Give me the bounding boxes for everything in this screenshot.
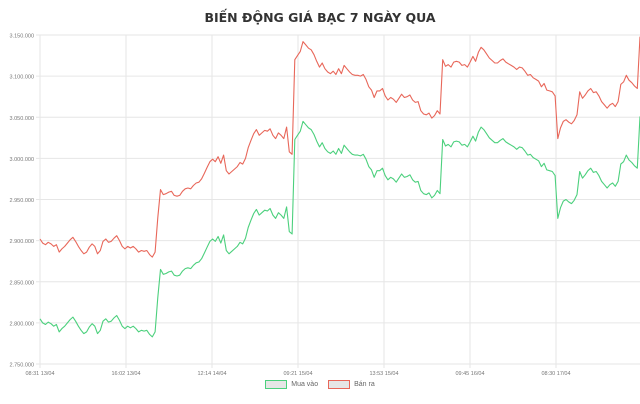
y-tick-label: 2.950.000 (10, 198, 34, 204)
x-tick-label: 12:14 14/04 (197, 371, 226, 377)
x-tick-label: 13:53 15/04 (369, 371, 398, 377)
legend-label-sell: Bán ra (354, 381, 375, 388)
series-line (39, 36, 640, 258)
legend-item-sell[interactable]: Bán ra (328, 380, 375, 389)
series-line (39, 116, 640, 338)
y-tick-label: 2.900.000 (10, 239, 34, 245)
x-tick-label: 09:21 15/04 (283, 371, 312, 377)
y-tick-label: 2.750.000 (10, 363, 34, 369)
y-tick-label: 3.050.000 (10, 116, 34, 122)
y-tick-label: 3.150.000 (10, 34, 34, 40)
y-tick-label: 2.850.000 (10, 280, 34, 286)
x-tick-label: 09:45 16/04 (455, 371, 484, 377)
legend-item-buy[interactable]: Mua vào (265, 380, 318, 389)
x-tick-label: 08:31 13/04 (25, 371, 54, 377)
legend-swatch-sell (328, 380, 351, 389)
x-tick-label: 16:02 13/04 (111, 371, 140, 377)
y-tick-label: 3.000.000 (10, 157, 34, 163)
legend-label-buy: Mua vào (291, 381, 319, 388)
legend-swatch-buy (265, 380, 288, 389)
legend: Mua vào Bán ra (0, 380, 640, 389)
chart-title: BIẾN ĐỘNG GIÁ BẠC 7 NGÀY QUA (204, 10, 436, 25)
y-tick-label: 2.800.000 (10, 321, 34, 327)
y-tick-label: 3.100.000 (10, 75, 34, 81)
x-tick-label: 08:30 17/04 (541, 371, 570, 377)
